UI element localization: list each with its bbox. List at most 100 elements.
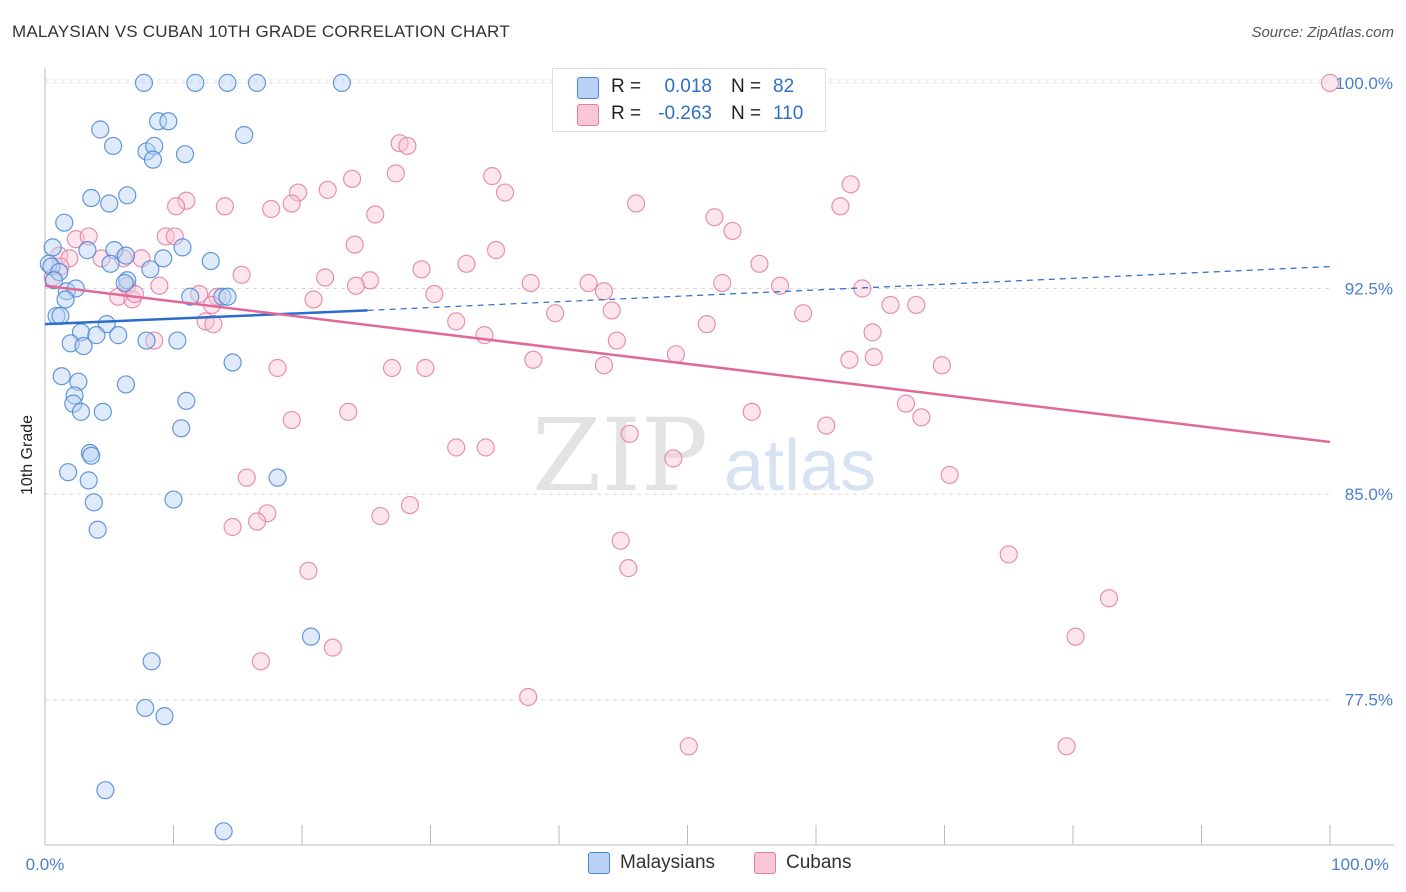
cubans-point [398,136,417,156]
source-label: Source: ZipAtlas.com [1251,24,1394,41]
malaysians-point [301,627,321,646]
malaysians-point [100,194,119,213]
cubans-point [1066,627,1085,646]
malaysians-point [44,271,64,290]
cubans-legend-swatch [754,852,776,874]
malaysians-legend-swatch [588,852,610,874]
malaysians-point [213,287,232,306]
cubans-point [863,323,882,342]
malaysians-point [93,402,112,421]
watermark-zip: ZIP [532,397,708,514]
cubans-trend-line [44,284,1331,444]
malaysians-point [141,260,160,279]
n-label: N = [731,103,762,124]
malaysians-points [39,73,351,841]
grid-lines [45,79,1330,701]
malaysians-point [247,73,267,92]
cubans-point [495,183,515,202]
malaysians-point [55,213,74,232]
malaysians-point [172,419,191,438]
malaysians-point [109,326,128,345]
cubans-point [896,394,916,413]
legend-row-cubans: R = -0.263 N = 110 [553,100,825,128]
cubans-point [345,235,364,254]
malaysians-point [235,125,254,145]
watermark-atlas: atlas [724,426,876,506]
malaysians-point [118,271,137,290]
malaysians-point [177,391,196,410]
cubans-point [476,438,495,457]
malaysians-trend-line [44,309,368,326]
trend-lines [44,265,1331,444]
malaysians-point [88,520,107,539]
cubans-point [626,194,646,213]
malaysians-point [52,367,71,386]
malaysians-point [218,73,237,92]
legend-item-cubans[interactable]: Cubans [754,852,852,874]
malaysians-point [137,331,156,350]
cubans-swatch [577,104,599,126]
cubans-point [447,312,466,331]
malaysians-point [181,287,200,306]
cubans-point [841,175,860,194]
r-label: R = [611,76,642,97]
cubans-point [382,358,402,378]
x-tick-label: 0.0% [26,855,65,874]
cubans-point [79,227,98,246]
cubans-point [457,254,476,273]
cubans-point [742,402,761,421]
cubans-point [299,561,318,580]
cubans-point [282,410,301,430]
cubans-point [770,276,790,295]
cubans-point [794,304,813,323]
cubans-point [666,345,686,364]
tick-labels: 77.5% 85.0% 92.5% 100.0% 0.0% 100.0% [26,74,1393,874]
malaysians-point [82,446,101,465]
cubans-point [619,559,638,578]
cubans-point [215,197,234,216]
cubans-point [817,416,836,435]
cubans-point [679,737,698,756]
cubans-point [546,304,565,323]
cubans-point [750,254,769,273]
malaysians-point [56,290,75,309]
cubans-point [713,273,732,293]
cubans-point [251,652,270,671]
malaysians-point [91,120,110,139]
malaysians-point [168,331,187,350]
malaysians-point [87,326,106,345]
malaysians-point [104,136,123,156]
cubans-point [521,273,540,293]
cubans-point [412,260,431,279]
cubans-point [400,495,420,515]
legend-label-malaysians: Malaysians [620,852,716,873]
axes [44,68,1394,846]
y-tick-label: 77.5% [1345,691,1393,710]
malaysians-point [96,781,115,800]
n-value: 110 [773,103,804,124]
legend-item-malaysians[interactable]: Malaysians [588,852,715,874]
malaysians-point [78,241,97,260]
malaysians-point [105,241,124,260]
watermark: ZIP atlas [532,397,876,514]
malaysians-point [164,490,183,509]
malaysians-point [71,402,91,421]
malaysians-point [116,246,136,265]
cubans-point [232,265,251,284]
cubans-point [697,315,716,334]
malaysians-swatch [577,77,599,99]
y-axis-label: 10th Grade [19,414,36,496]
cubans-point [1057,737,1076,756]
malaysians-point [143,150,163,169]
y-tick-label: 85.0% [1345,485,1393,504]
malaysians-point [214,822,233,841]
cubans-point [907,295,926,315]
malaysians-point [218,287,237,306]
y-tick-label: 92.5% [1345,280,1393,299]
cubans-point [346,276,366,295]
cubans-point [611,531,630,550]
cubans-point [524,350,543,369]
cubans-point [620,424,639,443]
cubans-point [831,197,850,216]
r-value: 0.018 [664,76,712,97]
